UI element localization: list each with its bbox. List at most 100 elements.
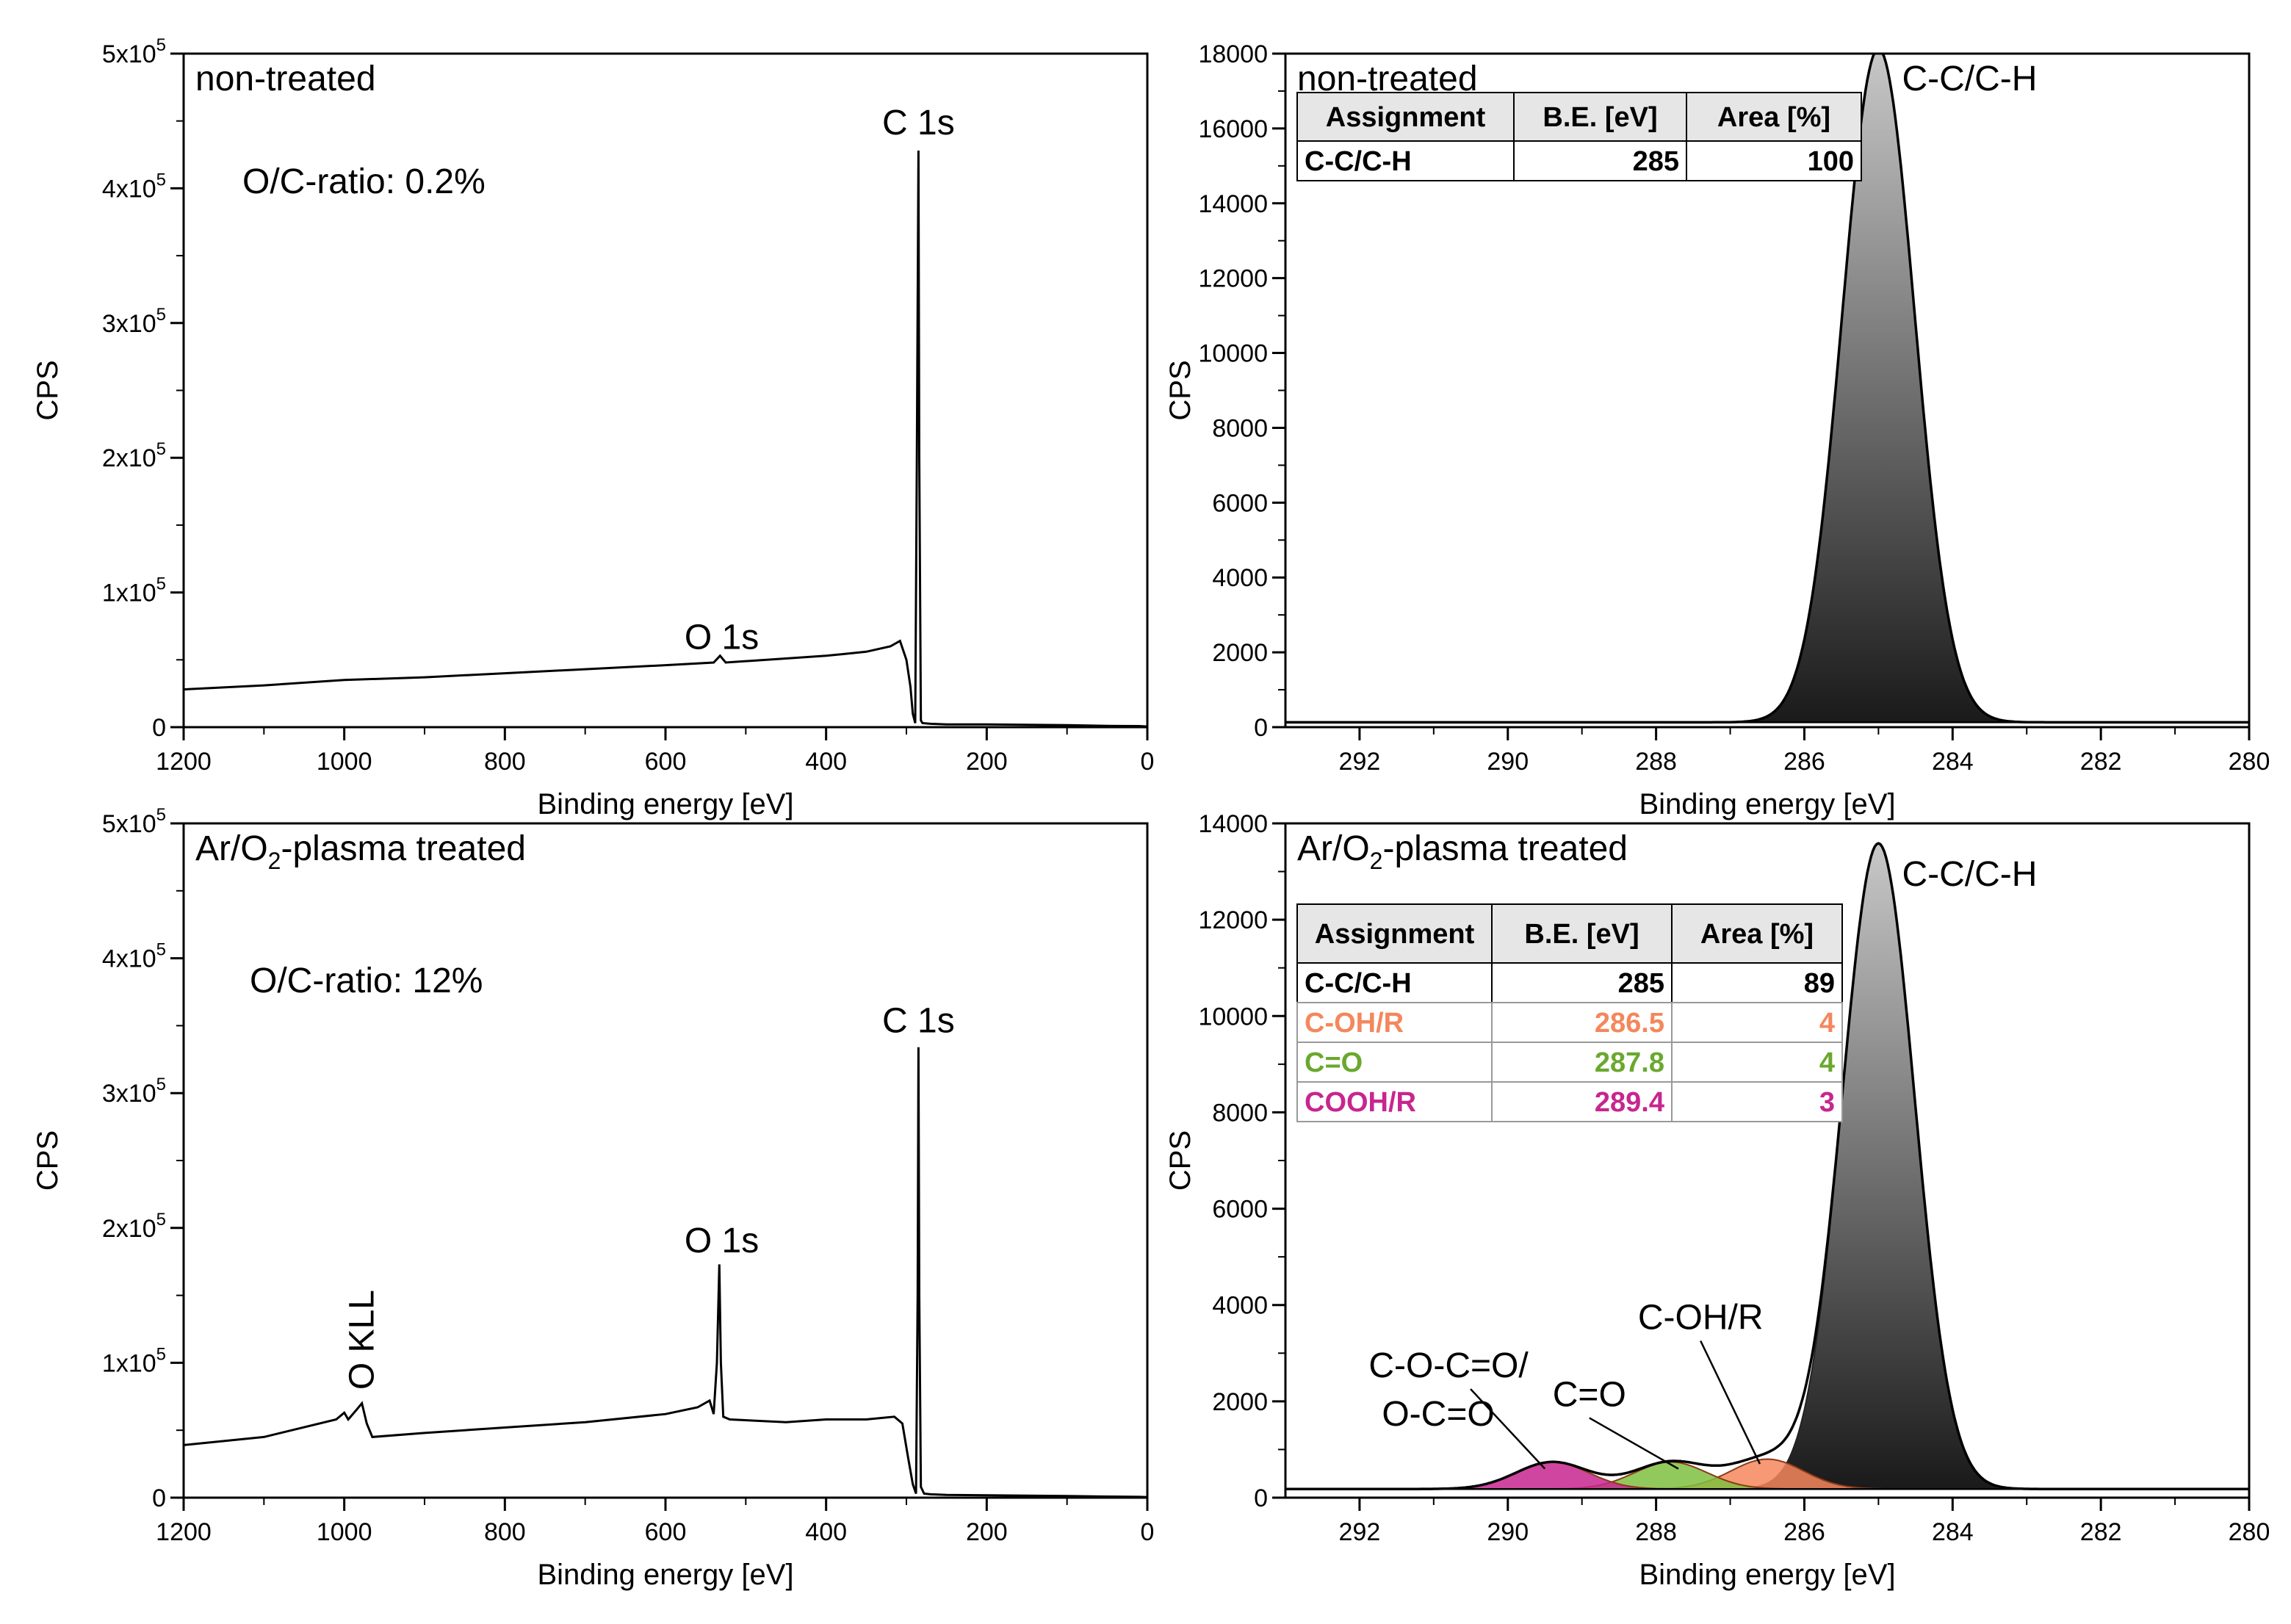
- x-axis-label: Binding energy [eV]: [537, 788, 793, 820]
- x-tick-label: 600: [645, 1518, 687, 1546]
- x-tick-label: 292: [1339, 1518, 1381, 1546]
- table-cell-text: 286.5: [1595, 1008, 1664, 1039]
- x-tick-label: 290: [1487, 748, 1529, 776]
- x-tick-label: 1200: [156, 1518, 212, 1546]
- y-tick-label: 0: [1254, 1484, 1268, 1512]
- component-cohr: [1285, 1458, 2249, 1490]
- table-cell: [1671, 1042, 1843, 1083]
- peak-label: C 1s: [882, 1002, 955, 1041]
- callout-line: [1700, 1340, 1761, 1465]
- x-tick-label: 1200: [156, 748, 212, 776]
- y-tick-label: 18000: [1198, 40, 1268, 68]
- x-tick-label: 400: [805, 1518, 847, 1546]
- table-cell: [1491, 1002, 1673, 1043]
- table-cell: [1296, 962, 1493, 1003]
- y-tick-label: 14000: [1198, 190, 1268, 218]
- survey-line: [183, 150, 1148, 728]
- table-cell: [1671, 1081, 1843, 1122]
- table-cell: [1686, 140, 1862, 181]
- plot-frame: [182, 52, 1149, 729]
- x-axis-label: Binding energy [eV]: [1639, 788, 1895, 820]
- x-tick-label: 800: [484, 748, 526, 776]
- y-tick-label: 2x105: [102, 1210, 166, 1243]
- x-tick-label: 292: [1339, 748, 1381, 776]
- x-tick-label: 288: [1635, 748, 1677, 776]
- x-tick-label: 282: [2080, 1518, 2122, 1546]
- y-tick-label: 6000: [1212, 489, 1268, 517]
- panel-title: Ar/O2-plasma treated: [195, 829, 526, 874]
- table-cell-text: 289.4: [1595, 1087, 1664, 1118]
- survey-bottom-panel: 1200 1000 800 600 400 200 0 0 1x105 2x105 3x105 4x1…: [32, 805, 1154, 1591]
- y-tick-label: 4000: [1212, 564, 1268, 592]
- table-cell-text: 287.8: [1595, 1047, 1664, 1078]
- x-tick-label: 1000: [317, 748, 372, 776]
- peak-label: O KLL: [343, 1290, 382, 1390]
- x-tick-label: 200: [966, 748, 1008, 776]
- x-tick-label: 200: [966, 1518, 1008, 1546]
- y-tick-label: 0: [152, 714, 166, 742]
- x-axis-label: Binding energy [eV]: [537, 1559, 793, 1591]
- table-cell: [1296, 1042, 1493, 1083]
- table-header-cell: [1686, 92, 1862, 142]
- y-tick-label: 16000: [1198, 115, 1268, 143]
- y-tick-label: 2000: [1212, 1388, 1268, 1416]
- table-cell: [1491, 1042, 1673, 1083]
- callout-label: C-O-C=O/: [1368, 1346, 1529, 1385]
- y-tick-label: 4000: [1212, 1292, 1268, 1320]
- x-tick-label: 0: [1141, 748, 1155, 776]
- y-tick-label: 0: [152, 1484, 166, 1512]
- table-cell: [1491, 1081, 1673, 1122]
- y-tick-label: 2x105: [102, 439, 166, 472]
- table-header-cell: [1513, 92, 1687, 142]
- y-tick-label: 3x105: [102, 1075, 166, 1108]
- x-tick-label: 284: [1932, 748, 1974, 776]
- plot-frame: [182, 822, 1149, 1499]
- x-tick-label: 800: [484, 1518, 526, 1546]
- x-axis-label: Binding energy [eV]: [1639, 1559, 1895, 1591]
- table-header-cell: [1296, 903, 1493, 964]
- table-cell-text: 100: [1808, 146, 1854, 177]
- table-cell: [1296, 140, 1515, 181]
- y-tick-label: 10000: [1198, 1003, 1268, 1031]
- table-cell: [1513, 140, 1687, 181]
- plot-area: [1285, 54, 2249, 724]
- table-cell-text: 285: [1633, 146, 1679, 177]
- table-cell: [1491, 962, 1673, 1003]
- table-cell: [1671, 962, 1843, 1003]
- y-tick-label: 1x105: [102, 1344, 166, 1377]
- y-axis-label: CPS: [32, 360, 64, 420]
- y-tick-label: 5x105: [102, 805, 166, 838]
- callout-label: C-OH/R: [1638, 1299, 1764, 1338]
- table-header-cell: [1296, 92, 1515, 142]
- assignment-table: Assignment B.E. [eV] Area [%] C-C/C-H 285 100: [1296, 92, 1862, 181]
- peak-label: O 1s: [685, 1221, 759, 1260]
- peak-label: C-C/C-H: [1902, 855, 2037, 894]
- y-tick-label: 4x105: [102, 170, 166, 203]
- table-cell-text: C=O: [1305, 1047, 1363, 1078]
- table-header-text: B.E. [eV]: [1543, 102, 1657, 133]
- x-tick-label: 600: [645, 748, 687, 776]
- table-header-text: Assignment: [1326, 102, 1486, 133]
- x-tick-label: 284: [1932, 1518, 1974, 1546]
- y-tick-label: 8000: [1212, 1099, 1268, 1127]
- x-tick-label: 286: [1783, 1518, 1825, 1546]
- y-axis-label: CPS: [1164, 1130, 1197, 1191]
- y-tick-label: 0: [1254, 714, 1268, 742]
- callout-line: [1470, 1388, 1546, 1470]
- y-tick-label: 6000: [1212, 1196, 1268, 1224]
- table-cell-text: 285: [1618, 968, 1664, 999]
- table-cell-text: 89: [1804, 968, 1835, 999]
- table-cell-text: 4: [1819, 1008, 1835, 1039]
- y-tick-label: 8000: [1212, 414, 1268, 442]
- callout-label: O-C=O: [1382, 1395, 1494, 1434]
- survey-top-panel: 1200 1000 800 600 400 200 0 0 1x105 2x105 3x105 4x1…: [32, 35, 1154, 820]
- table-cell-text: 4: [1819, 1047, 1835, 1078]
- peak-label: O 1s: [685, 618, 759, 657]
- x-tick-label: 290: [1487, 1518, 1529, 1546]
- oc-ratio-label: O/C-ratio: 0.2%: [242, 162, 486, 201]
- table-header-text: Area [%]: [1700, 919, 1814, 950]
- table-cell-text: C-OH/R: [1305, 1008, 1404, 1039]
- table-cell-text: COOH/R: [1305, 1087, 1416, 1118]
- y-tick-label: 1x105: [102, 574, 166, 607]
